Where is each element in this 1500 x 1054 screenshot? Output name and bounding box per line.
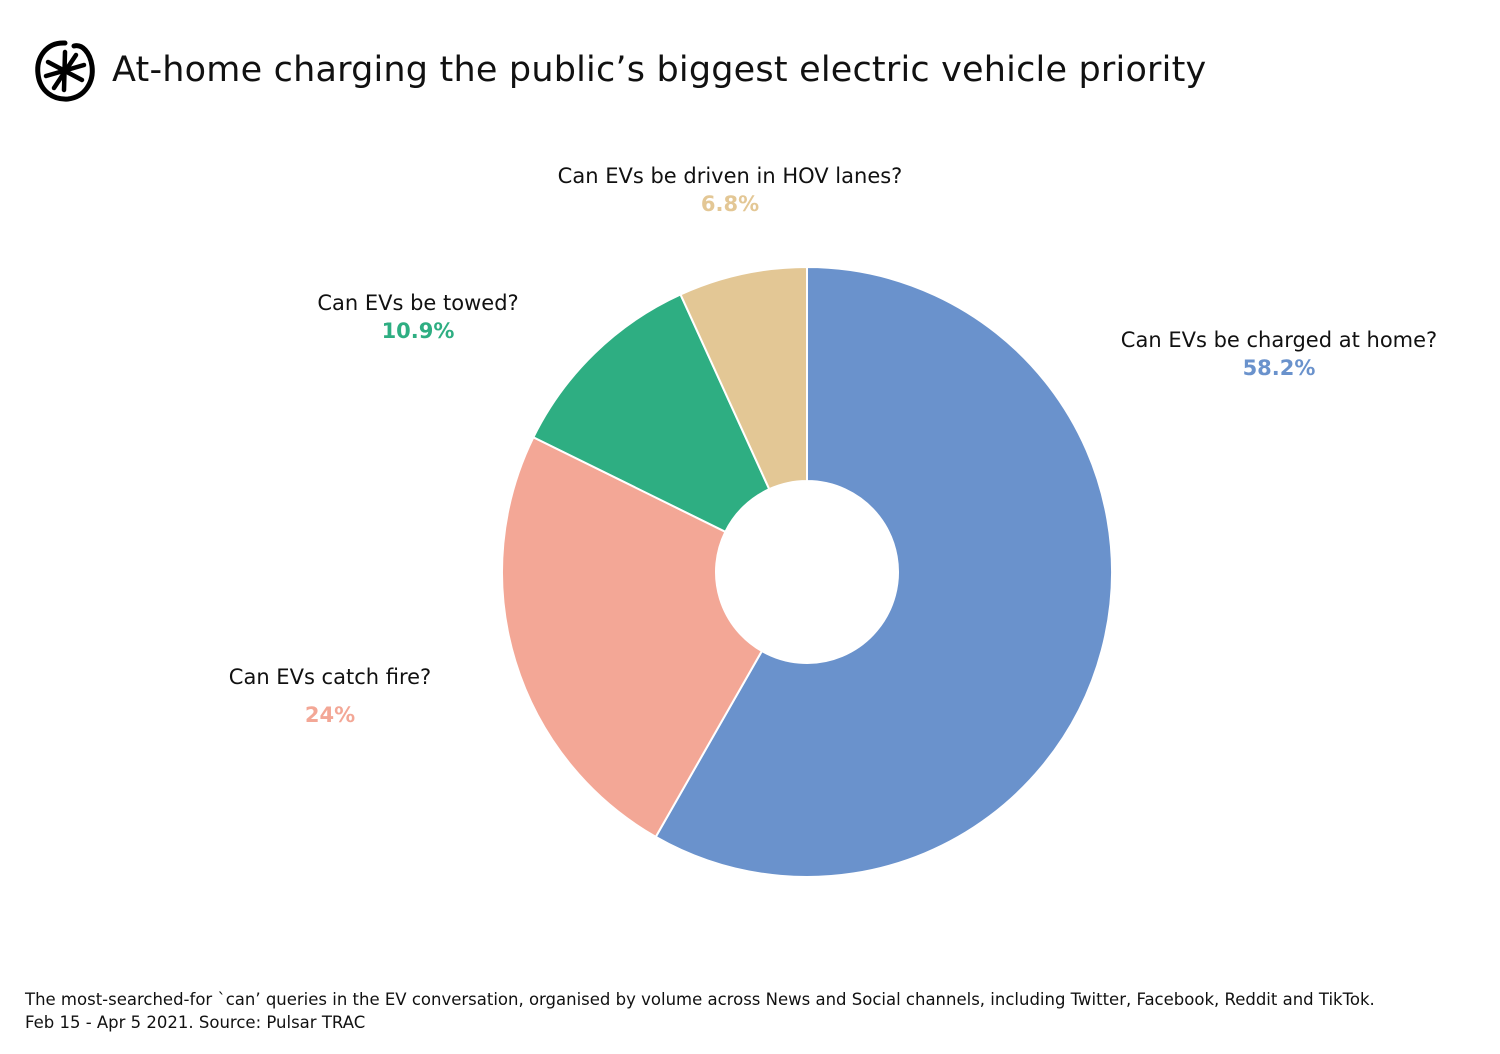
slice-value: 10.9% xyxy=(381,319,455,343)
chart-title: At-home charging the public’s biggest el… xyxy=(112,50,1207,90)
label-slice-0: Can EVs be charged at home? 58.2% xyxy=(1121,328,1437,380)
footer-note: The most-searched-for `can’ queries in t… xyxy=(25,988,1375,1034)
slice-label: Can EVs catch fire? xyxy=(228,665,432,689)
slice-2 xyxy=(532,293,771,534)
asterisk-circle-logo xyxy=(35,40,95,102)
slice-0 xyxy=(654,265,1113,878)
slice-value: 6.8% xyxy=(700,192,760,216)
slice-1 xyxy=(501,435,764,839)
label-slice-3: Can EVs be driven in HOV lanes? 6.8% xyxy=(558,164,903,216)
slice-3 xyxy=(679,265,808,491)
slice-label: Can EVs be charged at home? xyxy=(1120,328,1438,352)
footer-line-1: The most-searched-for `can’ queries in t… xyxy=(25,990,1375,1009)
slice-label: Can EVs be towed? xyxy=(317,291,519,315)
slice-label: Can EVs be driven in HOV lanes? xyxy=(557,164,903,188)
label-slice-1: Can EVs catch fire? 24% xyxy=(229,665,431,727)
slice-value: 24% xyxy=(304,703,356,727)
footer-line-2: Feb 15 - Apr 5 2021. Source: Pulsar TRAC xyxy=(25,1013,366,1032)
label-slice-2: Can EVs be towed? 10.9% xyxy=(317,291,518,343)
slice-value: 58.2% xyxy=(1242,356,1316,380)
